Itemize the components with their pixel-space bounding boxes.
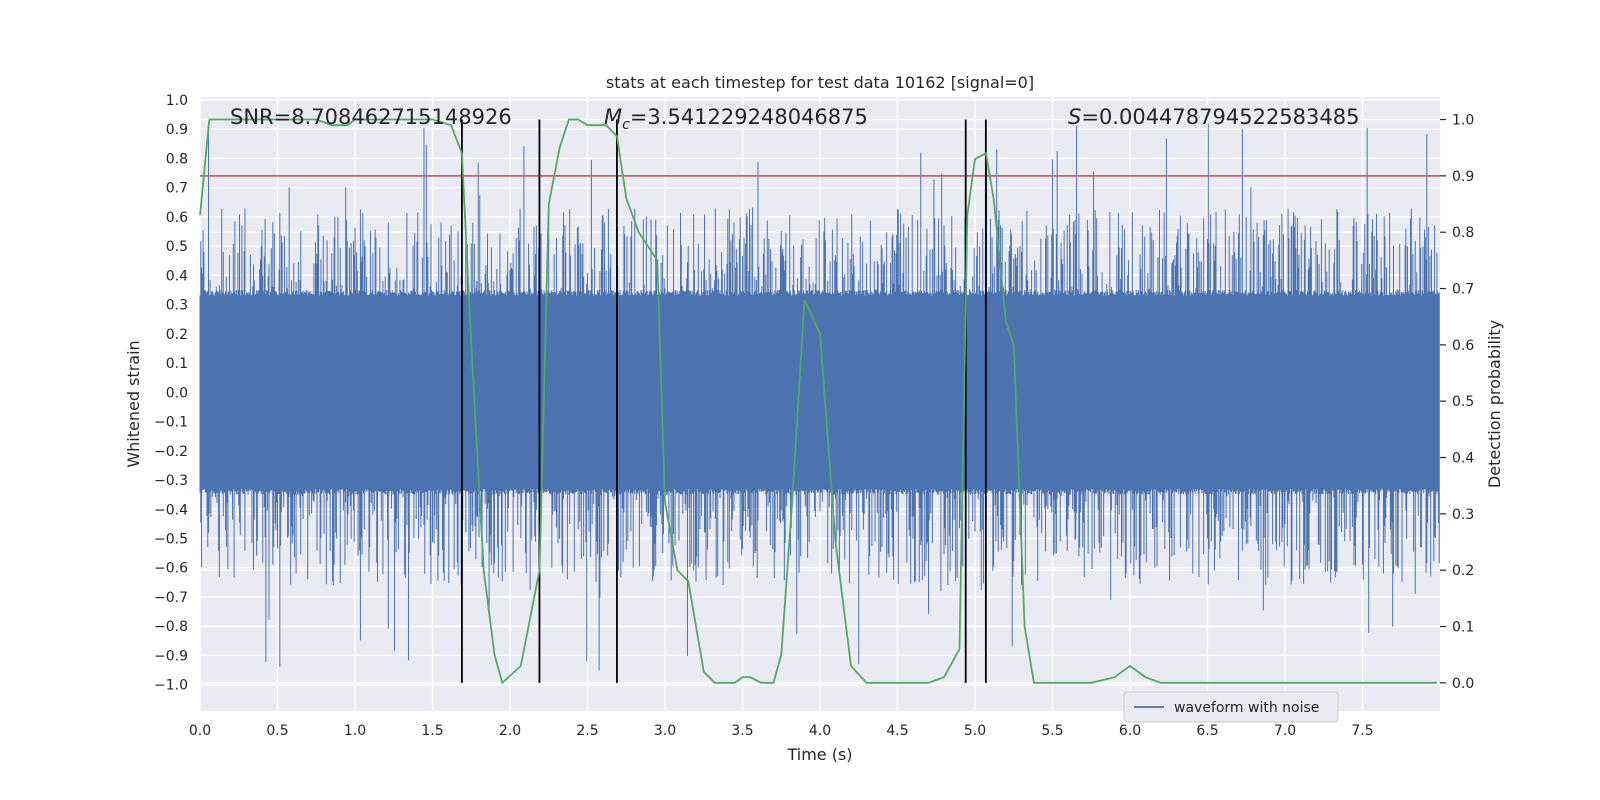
y-tick-label-right: 0.0 <box>1452 676 1474 692</box>
y-tick-label-left: 0.5 <box>166 239 188 255</box>
probability-layer <box>199 118 1437 685</box>
chart-title: stats at each timestep for test data 101… <box>606 73 1034 92</box>
y-tick-label-right: 0.8 <box>1452 225 1474 241</box>
x-tick-label: 3.0 <box>654 723 676 739</box>
y-tick-label-right: 0.6 <box>1452 338 1474 354</box>
y-tick-label-right: 0.1 <box>1452 620 1474 636</box>
x-tick-label: 2.5 <box>576 723 598 739</box>
y-tick-label-left: −1.0 <box>154 678 188 694</box>
x-tick-label: 2.0 <box>499 723 521 739</box>
x-tick-label: 1.5 <box>421 723 443 739</box>
legend: waveform with noise <box>1123 691 1339 723</box>
x-tick-label: 4.5 <box>886 723 908 739</box>
y-tick-label-right: 0.4 <box>1452 451 1474 467</box>
y-tick-label-left: −0.2 <box>154 444 188 460</box>
y-tick-label-right: 0.9 <box>1452 169 1474 185</box>
y-tick-label-left: 0.2 <box>166 327 188 343</box>
x-axis-label: Time (s) <box>786 745 852 764</box>
chirp-mass-annotation: Mc=3.541229248046875 <box>604 105 868 133</box>
y-tick-label-right: 0.7 <box>1452 282 1474 298</box>
x-tick-label: 5.0 <box>964 723 986 739</box>
x-tick-label: 6.0 <box>1119 723 1141 739</box>
y-tick-label-right: 0.5 <box>1452 394 1474 410</box>
y-tick-label-left: 0.0 <box>166 385 188 401</box>
y-tick-label-right: 1.0 <box>1452 113 1474 129</box>
y-tick-label-right: 0.2 <box>1452 563 1474 579</box>
y-tick-label-left: −0.8 <box>154 619 188 635</box>
snr-annotation: SNR=8.708462715148926 <box>230 105 512 129</box>
probability-line <box>199 118 1437 685</box>
legend-box <box>1123 691 1339 723</box>
x-tick-label: 7.0 <box>1274 723 1296 739</box>
y-tick-label-left: 0.6 <box>166 210 188 226</box>
y-axis-label-left: Whitened strain <box>124 340 143 467</box>
y-tick-label-left: 0.8 <box>166 151 188 167</box>
x-axis-ticks: 0.0 0.5 1.0 1.5 2.0 2.5 3.0 3.5 4.0 4.5 5.0 5.5 6.0 6… <box>189 723 1374 739</box>
x-tick-label: 7.5 <box>1351 723 1373 739</box>
y-tick-label-left: 0.9 <box>166 122 188 138</box>
y-tick-label-left: −0.4 <box>154 502 188 518</box>
y-tick-label-left: −0.6 <box>154 561 188 577</box>
detection-markers <box>461 119 987 683</box>
y-tick-label-left: 0.4 <box>166 268 188 284</box>
left-axis-ticks: 1.0 0.9 0.8 0.7 0.6 0.5 0.4 0.3 0.2 0.1 0.0 −0.1 −0.… <box>154 93 188 694</box>
y-tick-label-left: −0.9 <box>154 648 188 664</box>
x-tick-label: 0.0 <box>189 723 211 739</box>
y-tick-label-left: 0.3 <box>166 298 188 314</box>
y-tick-label-left: 0.1 <box>166 356 188 372</box>
significance-annotation: S=0.004478794522583485 <box>1068 105 1359 129</box>
legend-entry: waveform with noise <box>1174 700 1319 716</box>
y-tick-label-left: −0.1 <box>154 415 188 431</box>
x-tick-label: 0.5 <box>266 723 288 739</box>
right-axis-ticks: 1.0 0.9 0.8 0.7 0.6 0.5 0.4 0.3 0.2 0.1 0.0 <box>1440 113 1474 692</box>
y-tick-label-left: 0.7 <box>166 181 188 197</box>
y-tick-label-left: 1.0 <box>166 93 188 109</box>
x-tick-label: 6.5 <box>1196 723 1218 739</box>
y-axis-label-right: Detection probability <box>1485 320 1504 488</box>
y-tick-label-left: −0.3 <box>154 473 188 489</box>
y-tick-label-left: −0.5 <box>154 531 188 547</box>
y-tick-label-right: 0.3 <box>1452 507 1474 523</box>
x-tick-label: 5.5 <box>1041 723 1063 739</box>
y-tick-label-left: −0.7 <box>154 590 188 606</box>
x-tick-label: 3.5 <box>731 723 753 739</box>
x-tick-label: 1.0 <box>344 723 366 739</box>
x-tick-label: 4.0 <box>809 723 831 739</box>
